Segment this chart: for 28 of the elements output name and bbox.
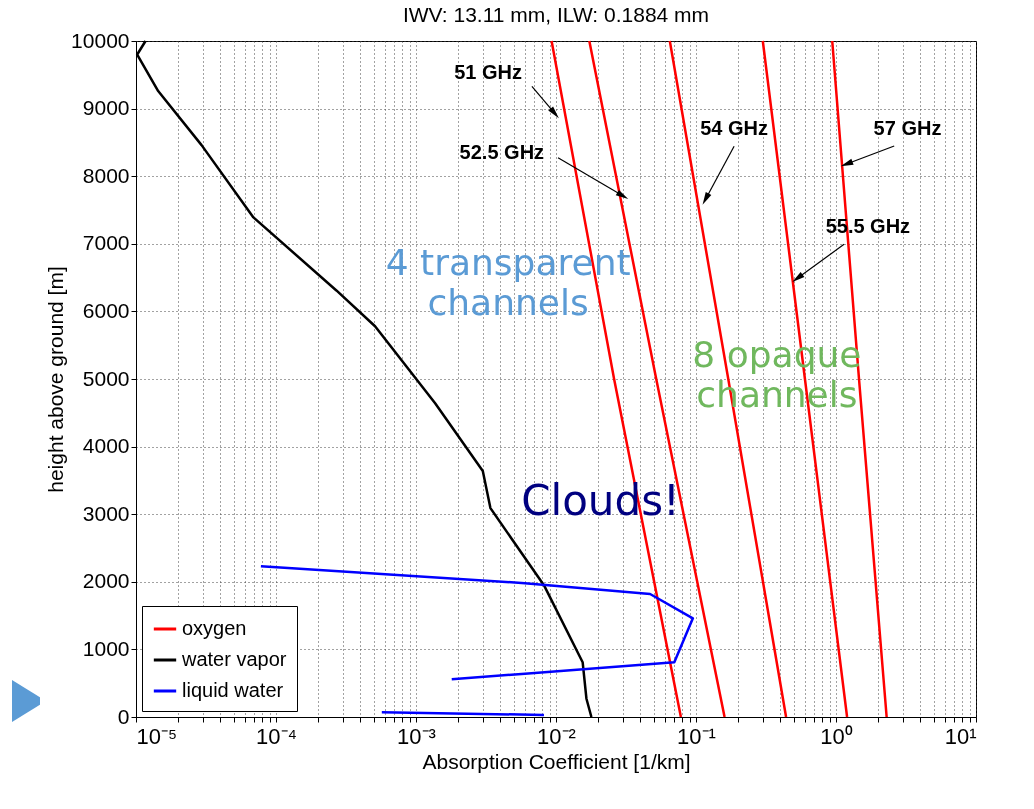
annotation: 57 GHz: [873, 117, 942, 140]
x-axis-title: Absorption Coefficient [1/km]: [422, 749, 691, 773]
y-tick-label: 8000: [82, 163, 130, 187]
y-tick-label: 2000: [82, 569, 130, 593]
x-tick-label: 10⁻¹: [677, 723, 716, 749]
x-tick-label: 10⁻²: [537, 723, 576, 749]
x-tick-label: 10⁻⁵: [136, 723, 178, 749]
y-tick-label: 3000: [82, 501, 130, 525]
annotation: 52.5 GHz: [459, 140, 545, 163]
x-tick-label: 10¹: [944, 723, 977, 749]
legend-label: water vapor: [181, 648, 287, 670]
y-tick-label: 0: [117, 704, 130, 728]
legend-label: liquid water: [182, 679, 284, 701]
y-axis-title: height above ground [m]: [44, 266, 68, 493]
y-tick-label: 1000: [82, 636, 130, 660]
y-tick-label: 5000: [82, 366, 130, 390]
legend-label: oxygen: [182, 617, 247, 639]
y-tick-label: 7000: [82, 231, 130, 255]
annotation: 54 GHz: [700, 117, 769, 140]
x-tick-label: 10⁰: [820, 723, 853, 749]
y-tick-label: 10000: [71, 28, 130, 52]
chart-title: IWV: 13.11 mm, ILW: 0.1884 mm: [402, 3, 710, 26]
annotation: 51 GHz: [454, 61, 523, 84]
x-tick-label: 10⁻³: [397, 723, 436, 749]
y-tick-label: 4000: [82, 434, 130, 458]
y-tick-label: 6000: [82, 298, 130, 322]
x-tick-label: 10⁻⁴: [256, 723, 297, 749]
y-tick-label: 9000: [82, 96, 130, 120]
